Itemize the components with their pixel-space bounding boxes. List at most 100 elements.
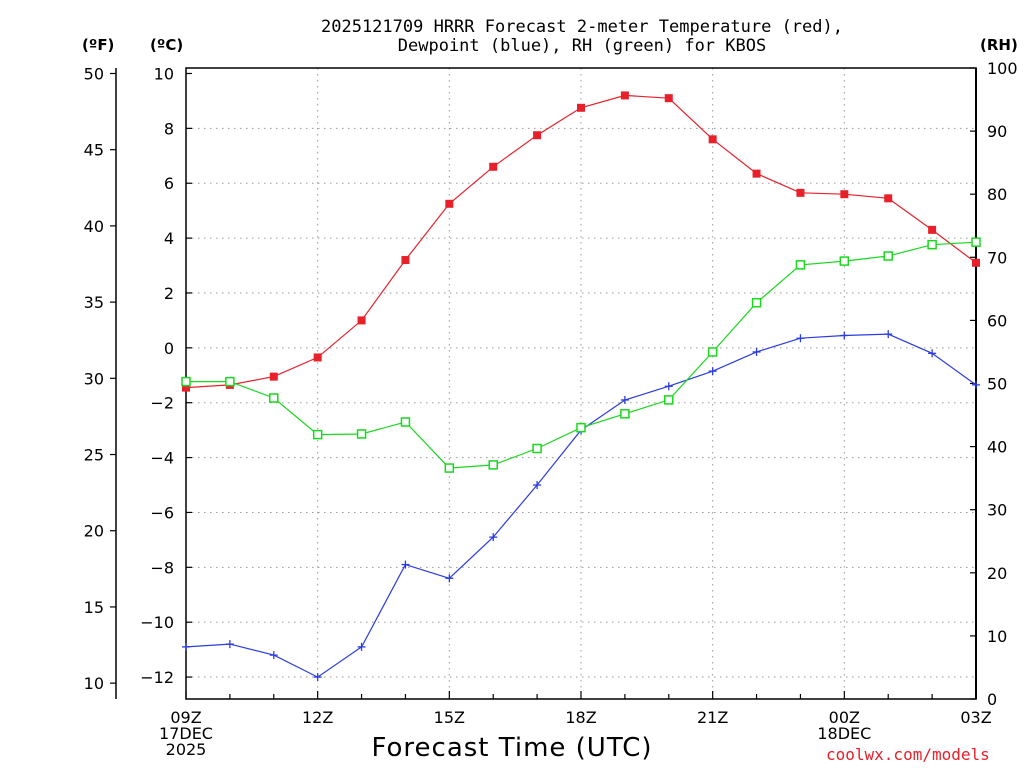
rh-tick-label: 90	[987, 122, 1007, 141]
rh-unit-label: (RH)	[980, 36, 1018, 54]
temperature-point	[269, 372, 278, 381]
temperature-point	[620, 91, 629, 100]
dewpoint-point	[489, 533, 498, 542]
rh-point	[971, 237, 981, 247]
temperature-point	[664, 94, 673, 103]
x-axis-label: Forecast Time (UTC)	[371, 733, 653, 763]
temperature-point	[577, 103, 585, 112]
dewpoint-point	[796, 334, 805, 343]
celsius-tick-label: −4	[150, 449, 174, 468]
rh-point	[225, 376, 235, 387]
dewpoint-point	[225, 640, 234, 649]
dewpoint-point	[928, 349, 937, 358]
temperature-point	[357, 316, 366, 325]
rh-tick-label: 80	[987, 185, 1007, 204]
dewpoint-point	[708, 367, 717, 376]
temperature-point	[445, 199, 454, 208]
fahrenheit-tick-label: 25	[84, 446, 104, 465]
temperature-point	[533, 131, 542, 140]
celsius-tick-label: −8	[150, 558, 174, 577]
rh-tick-label: 20	[987, 564, 1007, 583]
rh-point	[707, 347, 718, 357]
temperature-point	[182, 383, 190, 392]
rh-point	[620, 409, 630, 419]
rh-point	[532, 443, 542, 454]
dewpoint-point	[620, 395, 629, 404]
dewpoint-point	[182, 642, 190, 651]
fahrenheit-tick-label: 45	[84, 141, 104, 160]
rh-tick-label: 60	[987, 311, 1007, 330]
fahrenheit-tick-label: 40	[84, 217, 104, 236]
fahrenheit-tick-label: 15	[84, 598, 104, 617]
x-tick-label: 03Z	[960, 708, 991, 727]
grid	[186, 68, 976, 699]
rh-point	[751, 297, 762, 308]
chart-title-line-1: 2025121709 HRRR Forecast 2-meter Tempera…	[321, 17, 843, 37]
dewpoint-point	[357, 642, 366, 651]
celsius-unit-label: (ºC)	[150, 36, 184, 54]
temperature-point	[796, 188, 805, 197]
dewpoint-point	[533, 481, 542, 490]
rh-tick-label: 30	[987, 501, 1007, 520]
x-tick-label: 09Z	[170, 708, 201, 727]
x-tick-label: 15Z	[434, 708, 465, 727]
rh-tick-label: 40	[987, 438, 1007, 457]
fahrenheit-tick-label: 10	[84, 674, 104, 693]
celsius-tick-label: 8	[164, 119, 174, 138]
dewpoint-point	[313, 673, 322, 682]
dewpoint-point	[840, 331, 849, 340]
temperature-point	[884, 194, 893, 203]
temperature-point	[313, 353, 322, 362]
rh-tick-label: 50	[987, 375, 1007, 394]
rh-point	[181, 376, 191, 387]
temperature-point	[489, 162, 498, 171]
celsius-tick-label: −2	[150, 394, 174, 413]
rh-point	[488, 460, 498, 470]
rh-tick-label: 10	[987, 627, 1007, 646]
temperature-point	[752, 169, 761, 178]
dewpoint-point	[884, 330, 893, 339]
celsius-tick-label: −12	[140, 668, 174, 687]
celsius-tick-label: 6	[164, 174, 174, 193]
fahrenheit-unit-label: (ºF)	[82, 36, 115, 54]
rh-tick-label: 100	[987, 59, 1018, 78]
temperature-point	[708, 135, 717, 144]
dewpoint-point	[752, 347, 761, 356]
dewpoint-point	[664, 382, 673, 391]
x-tick-label: 17DEC	[159, 724, 213, 743]
rh-tick-label: 0	[987, 690, 997, 709]
rh-point	[664, 395, 674, 405]
temperature-point	[972, 258, 980, 267]
rh-point	[839, 256, 850, 266]
chart-title-line-2: Dewpoint (blue), RH (green) for KBOS	[397, 36, 767, 56]
celsius-tick-label: 10	[154, 64, 174, 83]
rh-point	[400, 417, 411, 427]
series-line-dewpoint	[185, 333, 977, 678]
temperature-point	[401, 256, 410, 265]
rh-point	[883, 251, 893, 261]
x-tick-label: 18DEC	[817, 724, 871, 743]
credit-text: coolwx.com/models	[826, 745, 990, 764]
rh-point	[312, 429, 323, 440]
rh-point	[927, 239, 937, 250]
fahrenheit-tick-label: 30	[84, 369, 104, 388]
x-tick-label: 00Z	[829, 708, 860, 727]
axes: 1086420−2−4−6−8−10−125045403530252015101…	[84, 59, 1018, 759]
fahrenheit-tick-label: 20	[84, 522, 104, 541]
temperature-point	[840, 190, 849, 199]
celsius-tick-label: −6	[150, 503, 174, 522]
fahrenheit-tick-label: 35	[84, 293, 104, 312]
x-tick-label: 18Z	[565, 708, 596, 727]
plot-frame	[185, 67, 977, 700]
x-tick-label: 2025	[166, 740, 207, 759]
dewpoint-point	[972, 380, 980, 389]
x-tick-label: 12Z	[302, 708, 333, 727]
temperature-point	[928, 225, 937, 234]
rh-tick-label: 70	[987, 248, 1007, 267]
rh-point	[269, 393, 279, 403]
dewpoint-point	[401, 560, 410, 569]
rh-point	[356, 429, 367, 439]
celsius-tick-label: 2	[164, 284, 174, 303]
dewpoint-point	[269, 651, 278, 660]
